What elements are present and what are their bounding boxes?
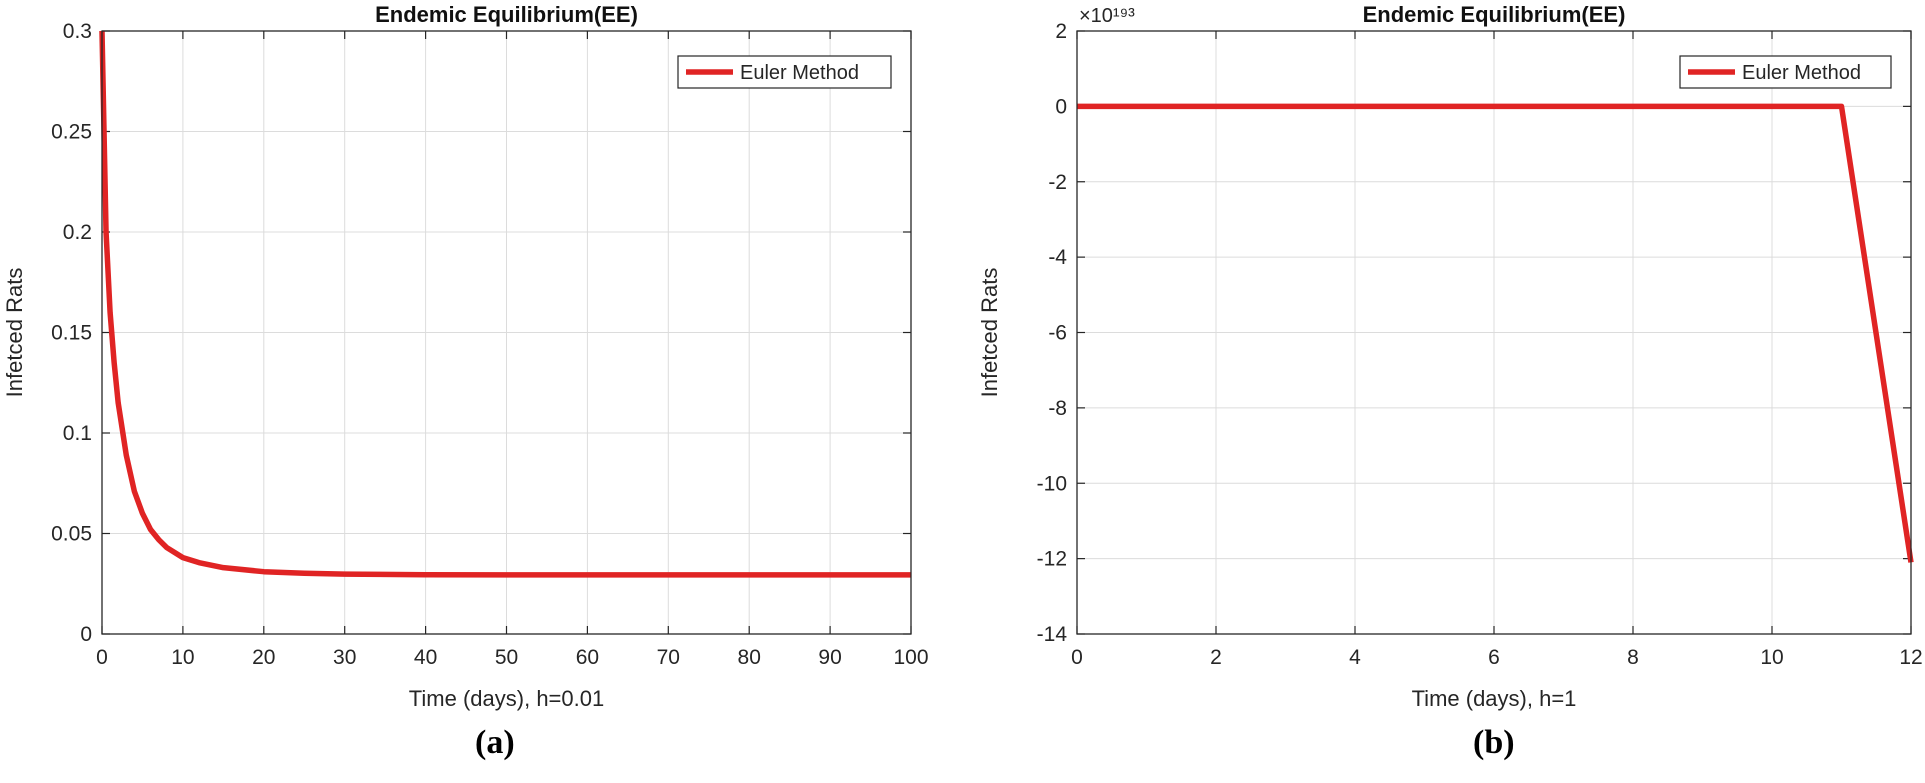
caption-b: (b) xyxy=(1473,724,1515,761)
y-tick-label: -2 xyxy=(1048,171,1067,194)
x-tick-label: 40 xyxy=(414,646,437,669)
x-tick-label: 20 xyxy=(252,646,275,669)
y-tick-label: -6 xyxy=(1048,322,1067,345)
chart-title: Endemic Equilibrium(EE) xyxy=(375,2,638,27)
y-axis-label: Infetced Rats xyxy=(977,268,1002,398)
series-line-euler-method xyxy=(99,30,911,578)
legend-label: Euler Method xyxy=(1742,62,1861,84)
x-tick-label: 2 xyxy=(1210,646,1222,669)
axes-box xyxy=(101,30,912,635)
y-tick-label: -12 xyxy=(1037,548,1067,571)
y-tick-label: 0.15 xyxy=(51,322,92,345)
chart-b xyxy=(1076,30,1914,635)
x-tick-label: 6 xyxy=(1488,646,1500,669)
y-tick-label: 0 xyxy=(80,623,92,646)
x-tick-label: 10 xyxy=(171,646,194,669)
x-tick-label: 80 xyxy=(738,646,761,669)
x-tick-label: 12 xyxy=(1899,646,1922,669)
x-tick-label: 70 xyxy=(657,646,680,669)
y-exponent-label: ×10¹⁹³ xyxy=(1079,5,1135,27)
y-tick-label: -10 xyxy=(1037,472,1067,495)
x-tick-label: 0 xyxy=(96,646,108,669)
x-tick-label: 100 xyxy=(893,646,928,669)
y-tick-label: 0.25 xyxy=(51,121,92,144)
y-tick-label: 0.05 xyxy=(51,523,92,546)
series-line-euler-method xyxy=(1077,103,1914,563)
x-axis-label: Time (days), h=1 xyxy=(1412,686,1577,711)
y-tick-label: 0.2 xyxy=(63,221,92,244)
x-tick-label: 8 xyxy=(1627,646,1639,669)
x-tick-label: 60 xyxy=(576,646,599,669)
x-tick-label: 4 xyxy=(1349,646,1361,669)
y-tick-label: 0.3 xyxy=(63,20,92,43)
x-tick-label: 30 xyxy=(333,646,356,669)
y-tick-label: -4 xyxy=(1048,246,1067,269)
axes-box xyxy=(1076,30,1912,635)
x-tick-label: 0 xyxy=(1071,646,1083,669)
x-axis-label: Time (days), h=0.01 xyxy=(409,686,604,711)
y-tick-label: -8 xyxy=(1048,397,1067,420)
y-tick-label: -14 xyxy=(1037,623,1068,646)
y-tick-label: 0 xyxy=(1055,95,1067,118)
legend-label: Euler Method xyxy=(740,62,859,84)
y-axis-label: Infetced Rats xyxy=(2,268,27,398)
caption-a: (a) xyxy=(475,724,515,761)
x-tick-label: 10 xyxy=(1760,646,1783,669)
y-tick-label: 0.1 xyxy=(63,422,92,445)
x-tick-label: 50 xyxy=(495,646,518,669)
x-tick-label: 90 xyxy=(818,646,841,669)
y-tick-label: 2 xyxy=(1055,20,1067,43)
chart-title: Endemic Equilibrium(EE) xyxy=(1363,2,1626,27)
chart-a xyxy=(99,30,912,635)
